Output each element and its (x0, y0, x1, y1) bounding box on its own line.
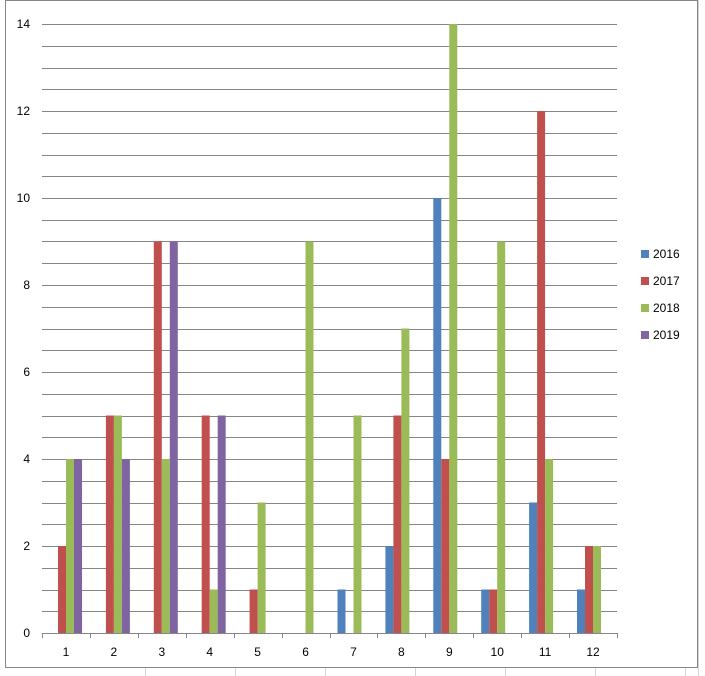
bar-2017-10 (489, 589, 498, 633)
x-tick-label: 2 (111, 645, 118, 659)
bar-2016-7 (337, 589, 346, 633)
bar-2018-1 (66, 459, 74, 633)
x-tick-label: 4 (206, 645, 213, 659)
y-tick-label: 2 (23, 539, 30, 553)
y-tick-label: 4 (23, 452, 30, 466)
gridlines (42, 24, 617, 612)
x-tick-label: 3 (158, 645, 165, 659)
bar-2018-6 (305, 241, 314, 633)
legend-swatch-2016 (641, 250, 649, 258)
bar-2017-9 (441, 459, 450, 633)
legend-swatch-2017 (641, 277, 649, 285)
bar-2018-4 (209, 589, 218, 633)
bar-2019-4 (217, 415, 226, 633)
y-tick-label: 14 (17, 17, 31, 31)
bars (58, 24, 601, 633)
bar-2017-2 (105, 415, 114, 633)
bar-2018-7 (353, 415, 362, 633)
bar-2017-8 (393, 415, 402, 633)
legend-swatch-2019 (641, 331, 649, 339)
x-tick-label: 8 (398, 645, 405, 659)
bar-2017-5 (249, 589, 258, 633)
y-tick-label: 0 (23, 626, 30, 640)
bar-2017-12 (585, 546, 593, 633)
x-tick-label: 7 (350, 645, 357, 659)
x-tick-label: 1 (63, 645, 70, 659)
legend-swatch-2018 (641, 304, 649, 312)
bar-2018-12 (593, 546, 601, 633)
bar-2017-1 (58, 546, 66, 633)
legend-label-2018: 2018 (653, 301, 680, 315)
bar-2016-10 (481, 589, 490, 633)
y-tick-label: 10 (17, 191, 31, 205)
bar-2016-12 (577, 589, 585, 633)
bar-2018-2 (113, 415, 122, 633)
bar-2018-3 (161, 459, 170, 633)
legend-label-2019: 2019 (653, 328, 680, 342)
bar-2016-11 (529, 502, 538, 633)
bar-2016-9 (433, 198, 442, 633)
x-tick-label: 11 (539, 645, 552, 659)
x-tick-label: 12 (586, 645, 600, 659)
y-tick-label: 6 (23, 365, 30, 379)
y-tick-label: 8 (23, 278, 30, 292)
bar-2017-4 (201, 415, 210, 633)
bar-2018-5 (257, 502, 266, 633)
bar-2019-3 (169, 241, 178, 633)
chart-area[interactable]: 0 2 4 6 8 10 12 14 1 2 3 4 5 6 7 8 9 10 11 12 2016 2017 2018 2… (5, 0, 698, 668)
x-tick-label: 6 (302, 645, 309, 659)
bar-2019-2 (121, 459, 130, 633)
x-tick-label: 9 (446, 645, 453, 659)
bar-2017-11 (537, 111, 546, 633)
bar-2016-8 (385, 546, 394, 633)
bar-2019-1 (74, 459, 82, 633)
bar-2018-11 (545, 459, 554, 633)
x-tick-label: 10 (491, 645, 505, 659)
bar-2018-8 (401, 328, 410, 633)
bar-2017-3 (153, 241, 162, 633)
legend: 2016 2017 2018 2019 (641, 247, 680, 342)
bar-2018-10 (497, 241, 506, 633)
bar-2018-9 (449, 24, 458, 633)
y-tick-label: 12 (17, 104, 31, 118)
x-tick-label: 5 (254, 645, 261, 659)
legend-label-2016: 2016 (653, 247, 680, 261)
legend-label-2017: 2017 (653, 274, 680, 288)
